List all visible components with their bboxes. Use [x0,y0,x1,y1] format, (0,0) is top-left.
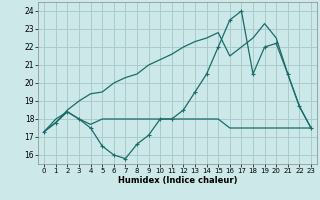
X-axis label: Humidex (Indice chaleur): Humidex (Indice chaleur) [118,176,237,185]
